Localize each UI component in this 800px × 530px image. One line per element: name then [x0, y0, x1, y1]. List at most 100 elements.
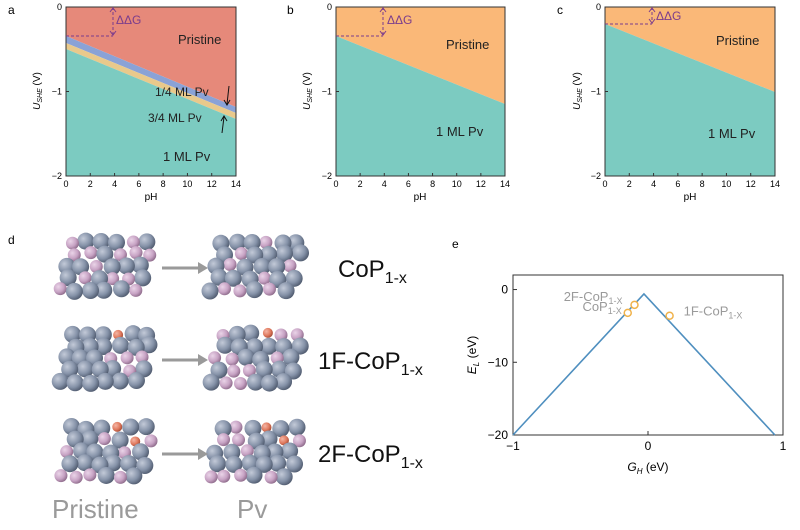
p-atom: [65, 236, 79, 250]
co-atom: [281, 442, 299, 460]
p-atom: [113, 470, 127, 484]
p-atom: [234, 468, 248, 482]
panel-e-series: [512, 292, 776, 436]
arrow-head-row-2: [198, 354, 208, 366]
p-atom: [89, 260, 103, 274]
co-atom: [292, 244, 310, 262]
atom-cluster: [51, 325, 158, 392]
region-1ml: [66, 49, 236, 176]
region-label-pristine: Pristine: [178, 32, 221, 47]
co-atom: [125, 467, 143, 485]
co-atom: [260, 374, 278, 392]
co-atom: [104, 454, 122, 472]
x-tick-label: 14: [770, 179, 780, 189]
p-atom: [262, 282, 276, 296]
y-tick-label: 0: [501, 283, 508, 297]
co-atom: [59, 269, 77, 287]
panel-e-letter: e: [452, 237, 459, 251]
co-atom: [275, 373, 293, 391]
region-arrows: [220, 85, 231, 134]
data-point-label: 2F-CoP1-X: [564, 289, 623, 306]
f-atom: [262, 327, 273, 338]
co-atom: [86, 443, 104, 461]
co-atom: [245, 466, 263, 484]
ddg-label: ΔΔG: [656, 9, 681, 23]
co-atom: [138, 233, 156, 251]
atom-cluster: [204, 418, 306, 486]
co-atom: [95, 338, 113, 356]
ddg-annotation: [66, 7, 117, 37]
co-atom: [64, 325, 82, 343]
x-tick-label: 4: [651, 179, 656, 189]
p-atom: [232, 433, 246, 447]
y-tick-label: 0: [57, 2, 62, 12]
p-atom: [60, 445, 74, 459]
co-atom: [272, 420, 290, 438]
x-tick-label: 10: [182, 179, 192, 189]
x-tick-label: 14: [231, 179, 241, 189]
x-tick-label: 0: [333, 179, 338, 189]
co-atom: [210, 361, 228, 379]
x-axis-label: pH: [684, 192, 697, 203]
panel-a: a ΔΔG Pristine 1/4 ML Pv 3/4 ML Pv 1 ML …: [8, 3, 237, 203]
top-panel-ticks: 0 2 4 6 8 10 12 140−1−20 2 4 6 8 10 12 140−1−20 2 4 6 8 10 1…: [52, 2, 780, 189]
co-atom: [228, 325, 246, 343]
ddg-label: ΔΔG: [387, 13, 412, 27]
p-atom: [259, 235, 273, 249]
atom-cluster: [53, 232, 157, 300]
p-atom: [225, 352, 239, 366]
axes-labels: USHE (V) pH: [32, 72, 157, 203]
co-atom: [72, 258, 90, 276]
p-atom: [233, 376, 247, 390]
co-atom: [122, 418, 140, 436]
p-atom: [257, 271, 271, 285]
p-atom: [129, 283, 143, 297]
co-atom: [93, 419, 111, 437]
co-atom: [244, 419, 262, 437]
co-atom: [214, 420, 232, 438]
y-tick-label: −1: [52, 87, 62, 97]
y-tick-label: −2: [591, 171, 601, 181]
atom-cluster: [201, 233, 310, 300]
p-atom: [234, 247, 248, 261]
x-tick-label: 6: [675, 179, 680, 189]
co-atom: [237, 348, 255, 366]
panel-e: e −1 0 10−10−20 CoP1-X2F-CoP1-X1F-CoP1-X E…: [452, 237, 787, 476]
co-atom: [202, 373, 220, 391]
co-atom: [140, 336, 158, 354]
x-tick-label: 8: [161, 179, 166, 189]
column-label-pv: Pv: [237, 494, 268, 524]
x-tick-label: 6: [406, 179, 411, 189]
region-label-1ml: 1 ML Pv: [163, 149, 211, 164]
co-atom: [224, 269, 242, 287]
co-atom: [94, 326, 112, 344]
co-atom: [96, 372, 114, 390]
panel-b: b ΔΔG Pristine 1 ML Pv USHE (V) pH: [287, 3, 506, 203]
y-tick-label: −1: [591, 87, 601, 97]
co-atom: [61, 455, 79, 473]
panel-c-letter: c: [557, 3, 563, 17]
co-atom: [111, 372, 129, 390]
p-atom: [229, 420, 243, 434]
co-atom: [81, 430, 99, 448]
co-atom: [117, 257, 135, 275]
co-atom: [95, 281, 113, 299]
p-atom: [84, 246, 98, 260]
co-atom: [132, 443, 150, 461]
x-tick-label: 12: [207, 179, 217, 189]
f-atom: [278, 435, 289, 446]
x-tick-label: 0: [602, 179, 607, 189]
co-atom: [201, 282, 219, 300]
co-atom: [245, 281, 263, 299]
co-atom: [131, 256, 149, 274]
co-atom: [225, 455, 243, 473]
co-atom: [76, 454, 94, 472]
p-atom: [240, 444, 254, 458]
x-tick-label: 12: [476, 179, 486, 189]
x-tick-label: 14: [500, 179, 510, 189]
x-tick-label: 6: [136, 179, 141, 189]
co-atom: [108, 233, 126, 251]
panel-c: c ΔΔG Pristine 1 ML Pv USHE (V) pH: [557, 3, 776, 203]
p-atom: [217, 433, 231, 447]
